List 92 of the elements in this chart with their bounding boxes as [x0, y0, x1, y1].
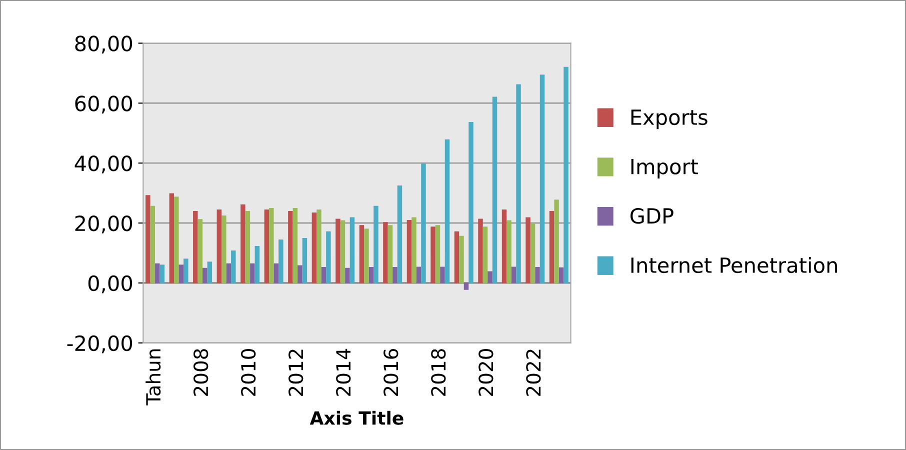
bar [184, 258, 188, 284]
bar [526, 217, 530, 284]
bar [492, 96, 498, 284]
x-tick-label: Tahun [146, 349, 161, 406]
bar [468, 122, 474, 284]
bar [558, 267, 564, 284]
bar [459, 236, 464, 284]
legend-label: Internet Penetration [631, 256, 837, 274]
bar [406, 220, 412, 284]
x-tick-label: 2010 [240, 349, 256, 396]
bar [440, 266, 445, 284]
bar [288, 210, 293, 284]
x-tick-label: 2018 [431, 349, 446, 396]
bar [383, 222, 388, 284]
bar [226, 263, 232, 284]
bar [421, 163, 426, 284]
bar [511, 266, 516, 284]
legend-label: Import [631, 158, 698, 178]
bar [321, 267, 326, 284]
x-axis-title: Axis Title [310, 410, 404, 425]
bar [392, 267, 398, 284]
x-tick-label: 2016 [384, 348, 398, 396]
bar [326, 231, 331, 284]
bar [535, 267, 540, 284]
bar [478, 218, 483, 284]
bar [540, 74, 545, 284]
y-tick-label: 80,00 [75, 36, 132, 54]
bar [435, 225, 440, 284]
bar [264, 209, 270, 284]
bar [174, 196, 179, 284]
bar [312, 212, 317, 284]
bar [336, 218, 340, 284]
bar [316, 209, 322, 284]
bar [506, 220, 512, 284]
bar [430, 226, 436, 284]
x-tick-label: 2020 [478, 349, 494, 396]
bar [397, 186, 402, 284]
bar [207, 262, 212, 284]
bar [150, 206, 156, 284]
x-tick-label: 2008 [193, 349, 208, 396]
bar [488, 271, 492, 284]
bar [193, 210, 198, 284]
bar [482, 226, 488, 284]
bar [388, 225, 393, 284]
bar [146, 195, 150, 284]
bar [302, 238, 308, 284]
bar [564, 66, 568, 284]
bar [254, 246, 260, 284]
bar [516, 84, 521, 284]
bar [444, 139, 450, 284]
bar [416, 266, 422, 284]
bar [530, 223, 536, 284]
bar [274, 263, 279, 284]
bar [350, 217, 355, 284]
bar [368, 267, 374, 284]
bar [245, 210, 250, 284]
bar [364, 228, 369, 284]
bar [374, 206, 378, 284]
bar [345, 268, 350, 284]
bar [359, 225, 364, 284]
bar [222, 215, 226, 284]
bar [278, 239, 284, 284]
bar [340, 220, 346, 284]
bar [231, 250, 236, 284]
bar [178, 264, 184, 284]
bar [202, 268, 208, 284]
bar [269, 208, 274, 284]
x-tick-label: 2014 [336, 348, 351, 396]
bar [155, 263, 160, 284]
bar [502, 209, 507, 284]
bar [216, 209, 222, 284]
bar [298, 265, 302, 284]
bar [292, 208, 298, 284]
bar [160, 264, 165, 284]
bar [412, 217, 416, 284]
y-tick-label: 20,00 [75, 215, 132, 234]
legend-label: GDP [630, 208, 674, 224]
y-tick-label: 60,00 [75, 96, 132, 114]
bar [250, 263, 255, 284]
x-tick-label: 2022 [526, 350, 541, 396]
bar [169, 193, 174, 284]
bar [549, 210, 554, 284]
y-tick-label: 0,00 [88, 275, 132, 294]
y-tick-label: 40,00 [74, 156, 132, 174]
bar [554, 200, 559, 284]
y-tick-label: -20,00 [67, 335, 132, 354]
x-tick-label: 2012 [288, 350, 304, 396]
bar [240, 204, 246, 284]
bar [464, 282, 469, 290]
bar [454, 231, 460, 284]
legend-label: Exports [631, 110, 708, 130]
bar [198, 219, 203, 284]
